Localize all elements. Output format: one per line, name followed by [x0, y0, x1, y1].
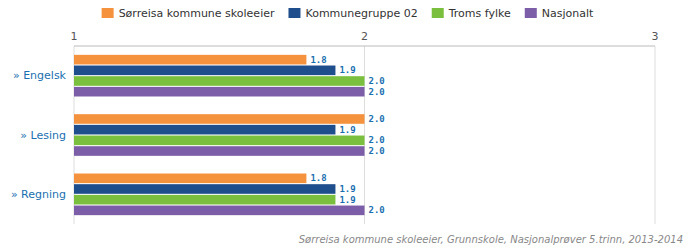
data-label: 2.0: [369, 87, 385, 97]
tick-label: 3: [652, 30, 659, 43]
axis-line: [74, 46, 655, 47]
legend-swatch: [102, 8, 114, 18]
legend-swatch: [288, 8, 300, 18]
legend-swatch: [525, 8, 537, 18]
data-label: 2.0: [369, 205, 385, 215]
data-label: 1.9: [339, 65, 355, 75]
subtitle: Sørreisa kommune skoleeier, Grunnskole, …: [299, 234, 683, 245]
data-label: 1.8: [310, 173, 326, 183]
bar: [74, 66, 335, 76]
category-label: » Regning: [11, 188, 66, 201]
data-label: 1.9: [339, 195, 355, 205]
legend: Sørreisa kommune skoleeier Kommunegruppe …: [102, 7, 594, 20]
bar: [74, 206, 365, 216]
value-labels: 1.82.01.81.91.91.92.02.01.92.02.02.0: [310, 55, 384, 216]
bar: [74, 195, 335, 205]
category-label: » Engelsk: [13, 69, 67, 82]
data-label: 1.9: [339, 125, 355, 135]
data-label: 2.0: [369, 135, 385, 145]
category-label: » Lesing: [20, 129, 66, 142]
bar: [74, 125, 335, 135]
bar: [74, 114, 365, 124]
legend-label: Sørreisa kommune skoleeier: [119, 7, 275, 20]
data-label: 2.0: [369, 146, 385, 156]
grid-line: [364, 46, 365, 224]
bar: [74, 87, 365, 97]
tick-label: 2: [361, 30, 368, 43]
bar: [74, 184, 335, 194]
bar: [74, 76, 365, 86]
data-label: 2.0: [369, 76, 385, 86]
legend-label: Troms fylke: [448, 7, 511, 20]
data-label: 1.9: [339, 184, 355, 194]
legend-swatch: [432, 8, 444, 18]
data-label: 2.0: [369, 114, 385, 124]
grid-line: [655, 46, 656, 224]
grid: [74, 46, 655, 224]
bar: [74, 146, 365, 156]
data-label: 1.8: [310, 55, 326, 65]
bars: [74, 55, 365, 215]
chart: 1231.82.01.81.91.91.92.02.01.92.02.02.0»…: [0, 0, 695, 250]
bar: [74, 55, 306, 65]
legend-label: Kommunegruppe 02: [305, 7, 417, 20]
bar: [74, 136, 365, 146]
tick-label: 1: [71, 30, 78, 43]
bar: [74, 174, 306, 184]
legend-label: Nasjonalt: [542, 7, 594, 20]
